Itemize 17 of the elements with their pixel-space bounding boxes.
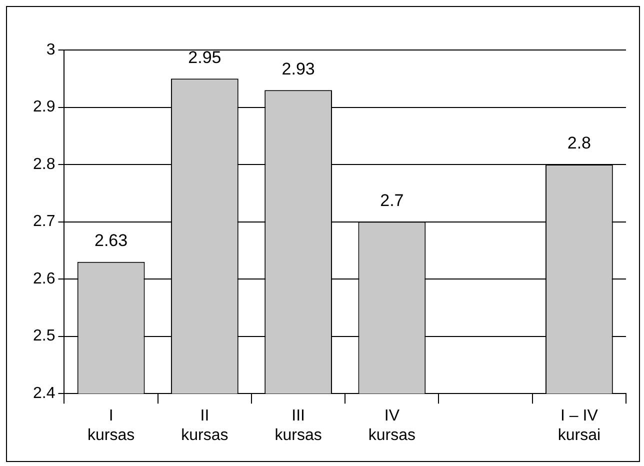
x-tick-label: III kursas <box>274 408 322 444</box>
data-label: 2.93 <box>282 59 315 78</box>
y-tick-label: 2.5 <box>32 328 56 345</box>
x-tick-label: I kursas <box>87 408 135 444</box>
y-tick-label: 2.6 <box>32 270 56 288</box>
y-tick-label: 2.9 <box>32 98 56 116</box>
data-label: 2.8 <box>567 134 592 153</box>
y-tick-label: 2.7 <box>32 213 56 230</box>
data-label: 2.7 <box>380 190 404 210</box>
data-label: 2.95 <box>188 48 222 67</box>
x-tick-label: IV kursas <box>368 408 416 444</box>
y-tick-label: 3 <box>46 41 56 58</box>
y-tick-label: 2.8 <box>32 156 56 173</box>
x-tick-label: I – IV kursai <box>558 408 601 444</box>
data-label: 2.63 <box>94 231 128 250</box>
y-tick-label: 2.4 <box>32 385 56 402</box>
x-tick-label: II kursas <box>181 408 228 444</box>
